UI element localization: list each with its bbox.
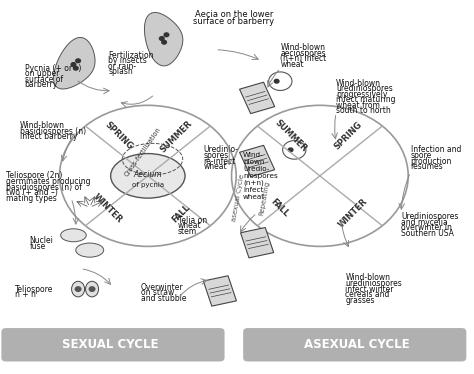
Text: Overwinter: Overwinter [141,283,183,292]
Text: on straw: on straw [141,288,174,297]
Circle shape [159,37,164,40]
Text: Aecia on the lower: Aecia on the lower [195,10,273,19]
Polygon shape [239,145,274,177]
Text: wheat: wheat [280,60,304,69]
Ellipse shape [61,229,86,242]
Text: wheat: wheat [178,221,201,230]
Text: Teliospore (2n): Teliospore (2n) [6,171,63,180]
Text: mating types: mating types [6,194,57,203]
Text: surface of: surface of [25,75,63,84]
Polygon shape [239,82,274,114]
Text: Cross-fertilization: Cross-fertilization [124,126,163,178]
Text: (n+n) infect: (n+n) infect [280,55,327,64]
Text: grasses: grasses [346,296,375,305]
Text: WINTER: WINTER [91,192,124,225]
Text: SUMMER: SUMMER [159,118,194,154]
Text: germinates producing: germinates producing [6,177,91,186]
Text: barberry: barberry [25,80,58,89]
Text: ASEXUAL CYCLE: ASEXUAL CYCLE [304,338,410,351]
Text: aeciospores: aeciospores [280,49,326,58]
Circle shape [75,287,81,291]
Polygon shape [145,12,183,66]
Text: Wind-
blown
Uredio-
niospores
(n+n)
infect
wheat: Wind- blown Uredio- niospores (n+n) infe… [243,151,278,200]
Text: Urediniospores: Urediniospores [401,212,459,221]
Text: urediniospores: urediniospores [336,84,393,93]
Text: Wind-blown: Wind-blown [280,43,325,52]
Text: FALL: FALL [268,197,290,219]
Text: spore: spore [410,151,432,160]
Circle shape [71,62,76,66]
FancyBboxPatch shape [1,328,225,362]
Text: Fertilization: Fertilization [109,51,154,60]
Text: stem: stem [178,227,197,236]
Circle shape [73,66,78,70]
Text: Teliospore: Teliospore [15,285,54,294]
Text: SPRING: SPRING [103,120,135,152]
Text: Southern USA: Southern USA [401,229,454,238]
Circle shape [76,59,81,62]
Circle shape [274,79,279,83]
Text: spores: spores [204,151,229,160]
Text: wheat from: wheat from [336,101,380,110]
Text: production: production [410,156,452,166]
Text: Wind-blown: Wind-blown [336,79,381,88]
Circle shape [283,141,306,159]
Circle shape [288,148,293,152]
Text: resumes: resumes [410,162,443,171]
Text: Repeating: Repeating [258,180,270,216]
Text: Wind-blown: Wind-blown [346,273,391,282]
Text: WINTER: WINTER [337,197,369,230]
Text: SUMMER: SUMMER [273,118,309,154]
Text: urediniospores: urediniospores [346,279,402,288]
FancyBboxPatch shape [243,328,466,362]
Circle shape [296,148,301,152]
Text: wheat: wheat [204,162,227,171]
Text: basidiospores (n): basidiospores (n) [20,127,86,136]
Text: two (+ and –): two (+ and –) [6,188,58,197]
Text: Uredinio-: Uredinio- [204,145,238,154]
Circle shape [89,287,95,291]
Circle shape [164,33,169,37]
Text: fuse: fuse [29,242,46,251]
Text: south to north: south to north [336,106,391,116]
Text: Infection and: Infection and [410,145,461,154]
Text: SEXUAL CYCLE: SEXUAL CYCLE [63,338,159,351]
Text: surface of barberry: surface of barberry [193,17,274,26]
Text: Nuclei: Nuclei [29,236,53,245]
Text: basidiospores (n) of: basidiospores (n) of [6,183,82,191]
Text: on upper: on upper [25,69,59,78]
Text: infect winter: infect winter [346,285,394,294]
Text: cereals and: cereals and [346,290,390,299]
Text: Wind-blown: Wind-blown [20,121,65,130]
Text: Telia on: Telia on [178,216,207,225]
Text: SPRING: SPRING [333,120,365,152]
Circle shape [162,40,166,44]
Text: re-infect: re-infect [204,156,236,166]
Text: splash: splash [109,67,133,76]
Ellipse shape [76,243,104,257]
Text: progressively: progressively [336,90,388,99]
Text: n + n: n + n [15,290,36,299]
Text: and stubble: and stubble [141,294,186,303]
Polygon shape [203,276,237,306]
Text: and mycelia: and mycelia [401,218,448,227]
Ellipse shape [72,281,85,297]
Text: FALL: FALL [170,203,191,224]
Circle shape [269,72,292,91]
Ellipse shape [85,281,99,297]
Polygon shape [54,37,95,89]
Text: Aecium: Aecium [134,169,162,178]
Text: or rain-: or rain- [109,62,137,71]
Text: by insects: by insects [109,56,147,65]
Polygon shape [240,227,273,258]
Text: infect maturing: infect maturing [336,95,396,104]
Text: Pycnia (+ or –): Pycnia (+ or –) [25,64,81,73]
Circle shape [282,79,286,83]
Text: asexual Cycle: asexual Cycle [231,174,246,223]
Ellipse shape [110,154,185,198]
Text: of pycnia: of pycnia [132,182,164,188]
Text: infect barberry: infect barberry [20,132,77,141]
Text: overwinter in: overwinter in [401,223,452,232]
